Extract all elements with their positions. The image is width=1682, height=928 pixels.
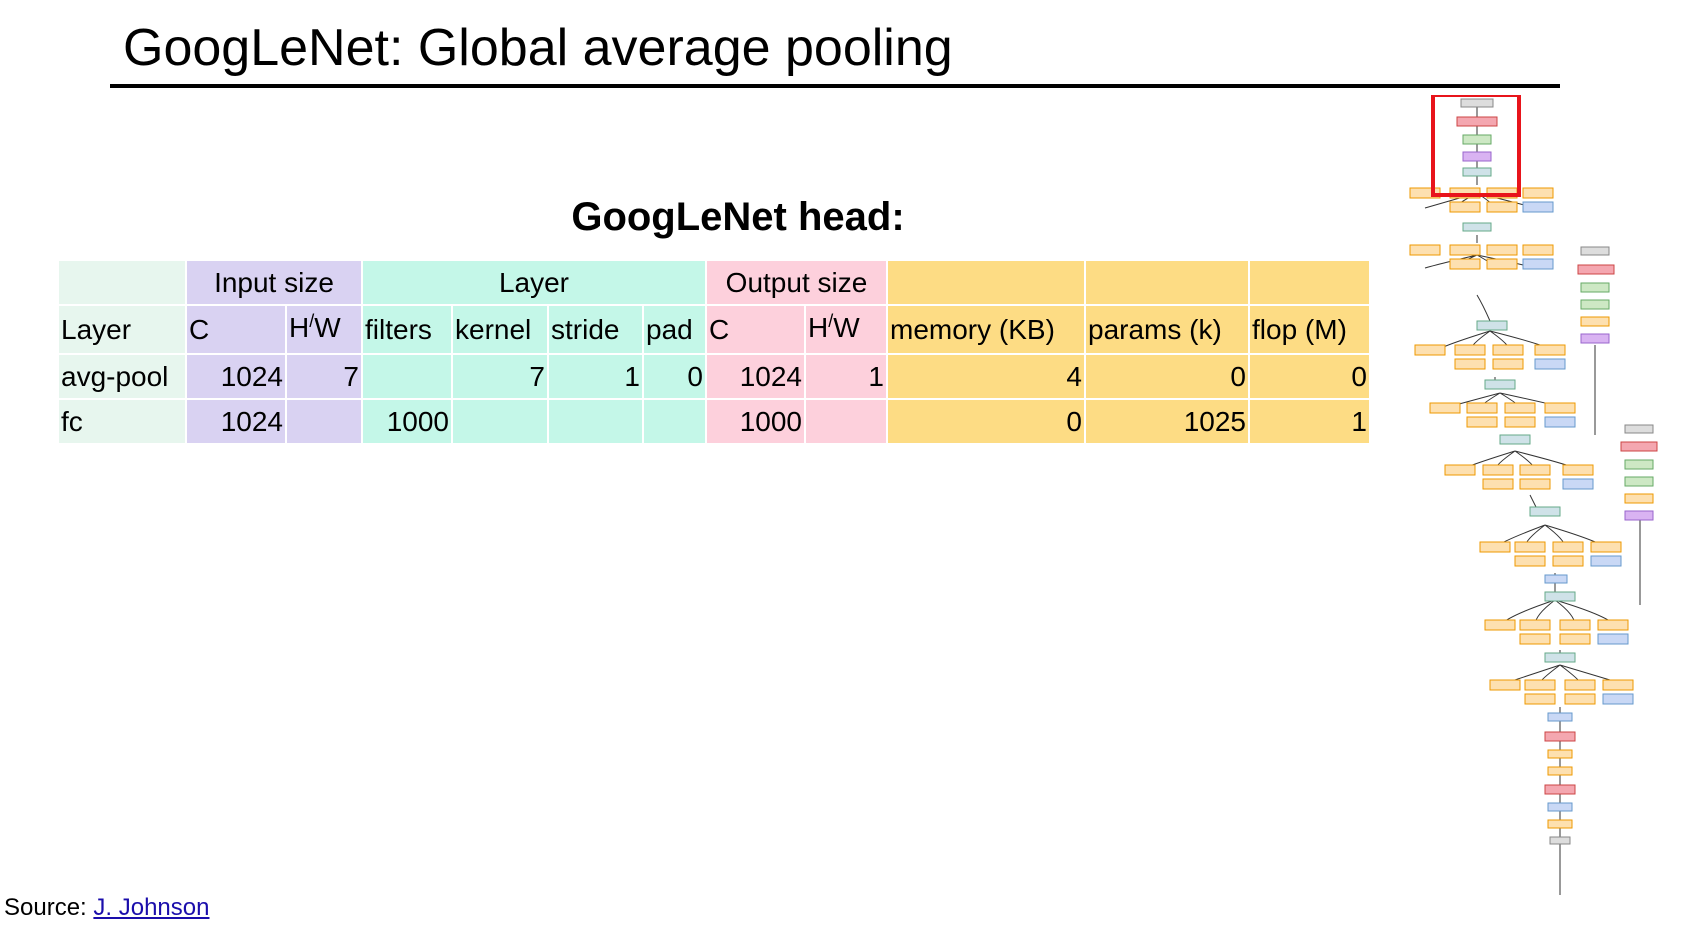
source-label: Source: [4,894,94,921]
table-row: avg-pool 1024 7 7 1 0 1024 1 4 0 0 [57,353,1371,400]
cell-in-hw: 7 [285,353,363,400]
cell-layer: avg-pool [57,353,187,400]
cell-in-c: 1024 [185,398,287,445]
col-out-slash: / [828,311,834,331]
cell-filters [361,353,453,400]
header-blank-cell [886,259,1086,306]
googlenet-architecture-thumbnail [1409,95,1658,895]
googlenet-head-table: Input size Layer Output size Layer C H/W… [57,259,1371,445]
cell-memory: 4 [886,353,1086,400]
group-header-row: Input size Layer Output size [57,259,1371,306]
cell-pad [642,398,707,445]
cell-flop: 1 [1248,398,1371,445]
col-params: params (k) [1084,304,1250,355]
col-filters: filters [361,304,453,355]
cell-stride [547,398,644,445]
col-stride: stride [547,304,644,355]
cell-kernel [451,398,549,445]
col-out-w: W [833,312,860,343]
cell-out-hw: 1 [804,353,888,400]
header-blank-cell [57,259,187,306]
table-caption: GoogLeNet head: [571,195,905,239]
thumbnail-blocks [1409,98,1658,845]
cell-out-c: 1024 [705,353,806,400]
col-in-slash: / [309,311,315,331]
col-memory: memory (KB) [886,304,1086,355]
cell-kernel: 7 [451,353,549,400]
table-row: fc 1024 1000 1000 0 1025 1 [57,398,1371,445]
col-in-c: C [185,304,287,355]
cell-stride: 1 [547,353,644,400]
col-kernel: kernel [451,304,549,355]
cell-flop: 0 [1248,353,1371,400]
title-underline [110,84,1560,88]
header-blank-cell [1248,259,1371,306]
cell-filters: 1000 [361,398,453,445]
col-in-hw: H/W [285,304,363,355]
layer-group-header: Layer [361,259,707,306]
col-out-c: C [705,304,806,355]
col-out-hw: H/W [804,304,888,355]
cell-layer: fc [57,398,187,445]
col-out-h: H [808,312,829,343]
cell-in-hw [285,398,363,445]
source-credit: Source: J. Johnson [4,893,209,923]
header-blank-cell [1084,259,1250,306]
cell-pad: 0 [642,353,707,400]
col-in-w: W [314,312,341,343]
source-link[interactable]: J. Johnson [93,894,210,921]
col-in-h: H [289,312,310,343]
cell-out-hw [804,398,888,445]
cell-in-c: 1024 [185,353,287,400]
head-highlight-box [1431,95,1521,197]
cell-params: 0 [1084,353,1250,400]
col-pad: pad [642,304,707,355]
column-header-row: Layer C H/W filters kernel stride pad C … [57,304,1371,355]
col-flop: flop (M) [1248,304,1371,355]
thumbnail-edges [1424,107,1641,895]
cell-memory: 0 [886,398,1086,445]
output-size-header: Output size [705,259,888,306]
col-layer: Layer [57,304,187,355]
slide-title: GoogLeNet: Global average pooling [123,19,953,77]
cell-params: 1025 [1084,398,1250,445]
input-size-header: Input size [185,259,363,306]
cell-out-c: 1000 [705,398,806,445]
